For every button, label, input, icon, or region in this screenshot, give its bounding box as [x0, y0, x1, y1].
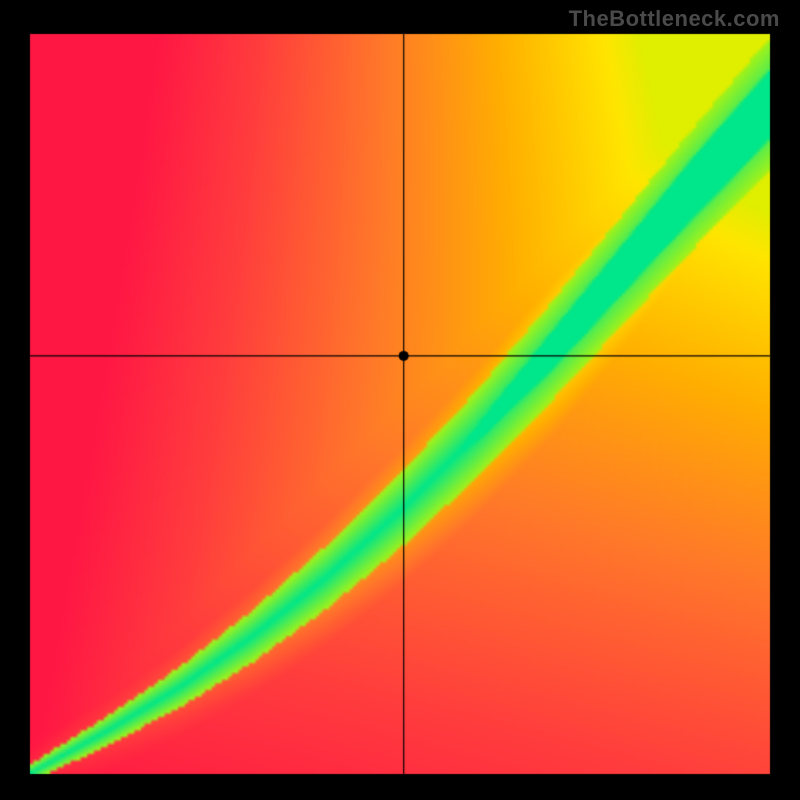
watermark-text: TheBottleneck.com — [569, 6, 780, 32]
heatmap-canvas — [0, 0, 800, 800]
chart-container: TheBottleneck.com — [0, 0, 800, 800]
